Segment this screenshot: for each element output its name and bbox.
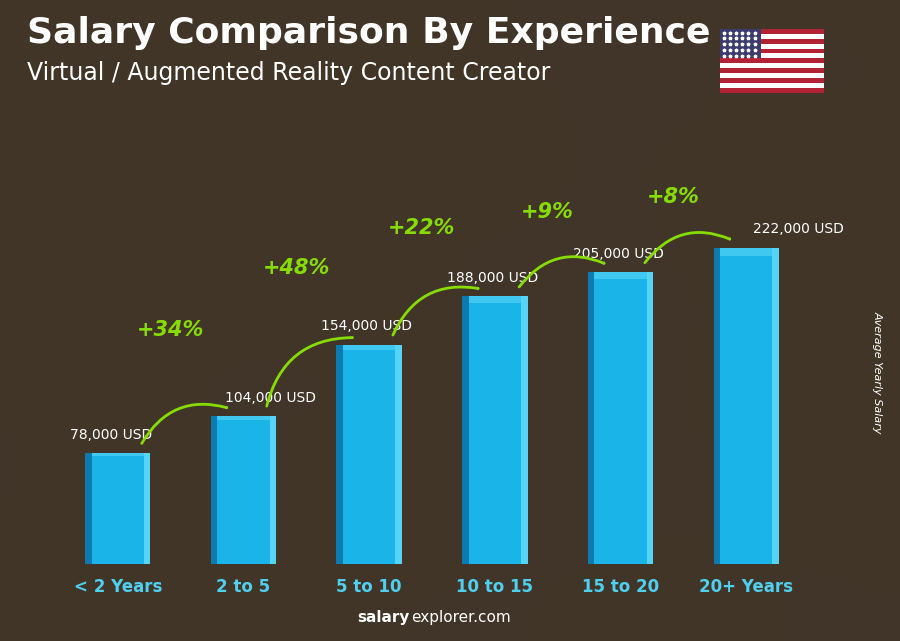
Bar [720, 78, 824, 83]
Text: Average Yearly Salary: Average Yearly Salary [872, 310, 883, 433]
Bar [714, 248, 779, 564]
Bar [588, 272, 653, 564]
Bar [217, 416, 270, 420]
Bar [720, 83, 824, 88]
Text: +9%: +9% [521, 202, 574, 222]
Text: 205,000 USD: 205,000 USD [572, 247, 663, 261]
Bar [720, 69, 824, 73]
Bar [594, 272, 647, 279]
Bar [720, 58, 824, 63]
Text: +48%: +48% [263, 258, 330, 278]
Text: 154,000 USD: 154,000 USD [321, 319, 412, 333]
Text: +34%: +34% [137, 320, 204, 340]
Bar [720, 38, 824, 44]
Bar [211, 416, 276, 564]
Bar [343, 345, 395, 350]
Bar [720, 53, 824, 58]
Bar [144, 453, 150, 564]
FancyArrowPatch shape [393, 287, 478, 335]
Bar [720, 63, 824, 69]
Text: explorer.com: explorer.com [411, 610, 511, 625]
Bar [211, 416, 217, 564]
Bar [647, 272, 653, 564]
Bar [469, 296, 521, 303]
Bar [92, 453, 144, 456]
FancyArrowPatch shape [645, 233, 730, 263]
Bar [521, 296, 527, 564]
Bar [720, 29, 761, 58]
Text: +22%: +22% [388, 218, 455, 238]
FancyArrowPatch shape [519, 256, 604, 287]
Bar [720, 44, 824, 49]
Bar [85, 453, 150, 564]
Bar [772, 248, 779, 564]
Bar [720, 29, 824, 34]
Bar [85, 453, 92, 564]
Bar [714, 248, 720, 564]
Text: 188,000 USD: 188,000 USD [447, 271, 538, 285]
Bar [337, 345, 343, 564]
Bar [720, 248, 772, 256]
Bar [463, 296, 527, 564]
Text: Virtual / Augmented Reality Content Creator: Virtual / Augmented Reality Content Crea… [27, 61, 551, 85]
Text: 104,000 USD: 104,000 USD [225, 390, 316, 404]
Bar [395, 345, 401, 564]
Bar [337, 345, 401, 564]
Text: salary: salary [357, 610, 410, 625]
Text: +8%: +8% [647, 187, 700, 206]
Bar [720, 73, 824, 78]
Bar [720, 88, 824, 93]
FancyArrowPatch shape [141, 404, 227, 444]
Bar [463, 296, 469, 564]
Text: 78,000 USD: 78,000 USD [70, 428, 152, 442]
Bar [588, 272, 594, 564]
Text: 222,000 USD: 222,000 USD [752, 222, 843, 237]
Bar [720, 49, 824, 53]
FancyArrowPatch shape [266, 337, 352, 406]
Text: Salary Comparison By Experience: Salary Comparison By Experience [27, 16, 710, 50]
Bar [270, 416, 276, 564]
Bar [720, 34, 824, 38]
